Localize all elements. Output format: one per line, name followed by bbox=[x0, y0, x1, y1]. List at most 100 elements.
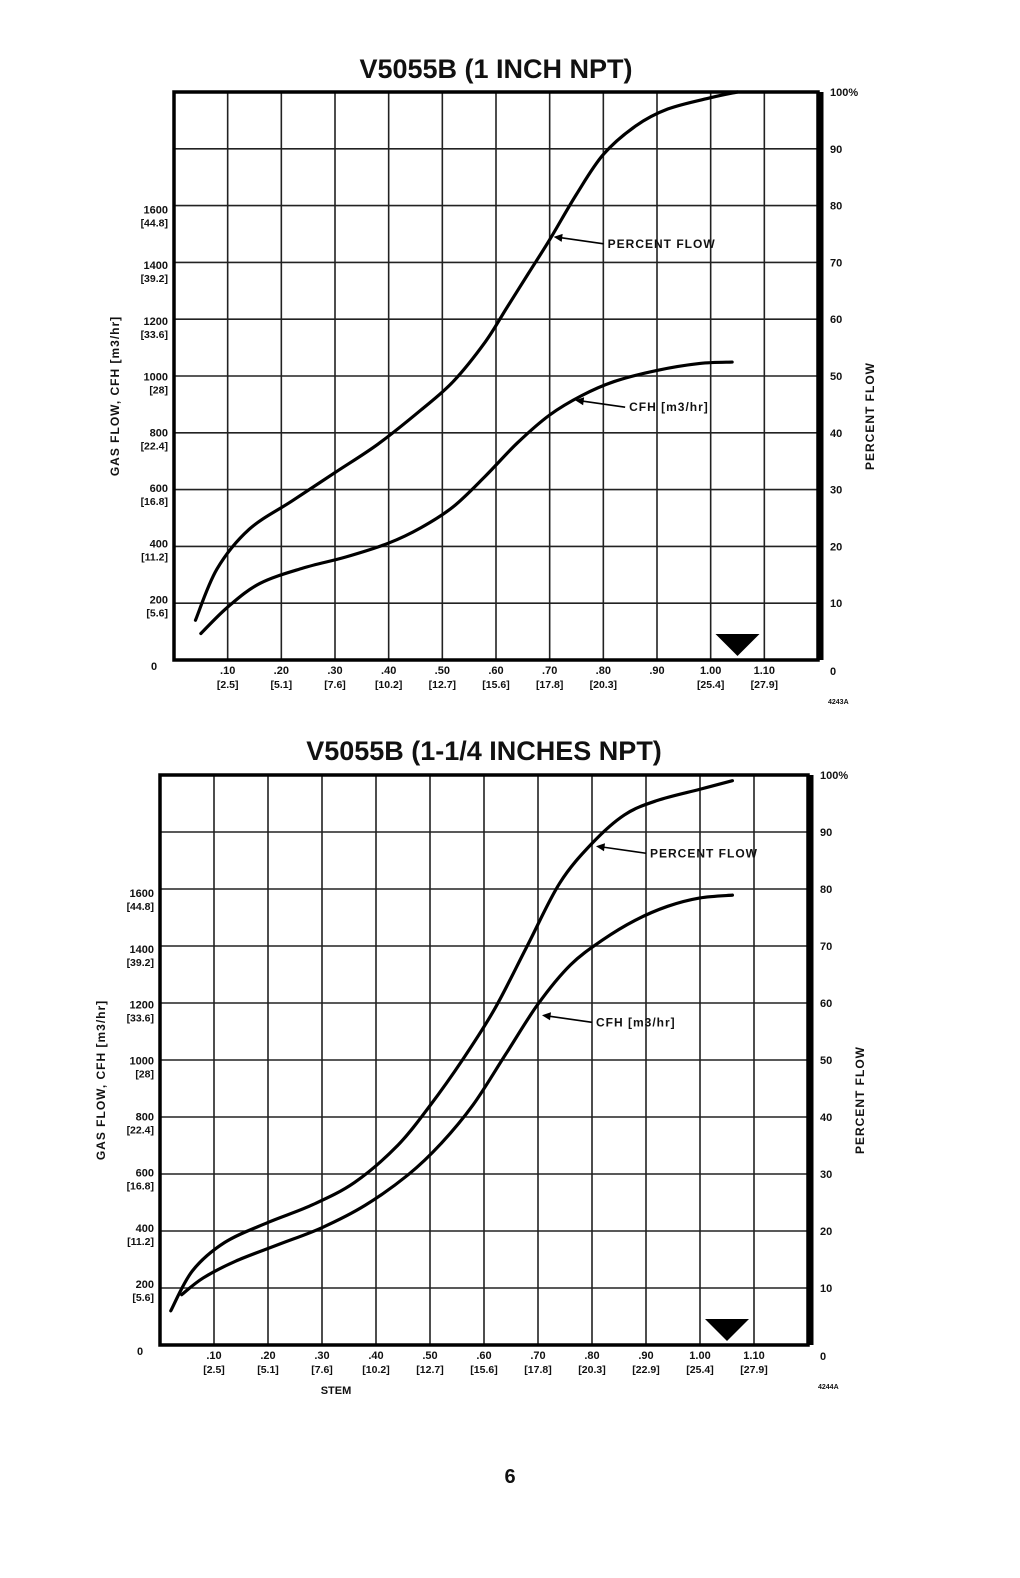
y-left-axis-title: GAS FLOW, CFH [m3/hr] bbox=[108, 316, 122, 476]
x-tick-metric-label: [7.6] bbox=[324, 679, 346, 691]
x-tick-metric-label: [17.8] bbox=[524, 1364, 551, 1376]
x-tick-label: 1.00 bbox=[700, 665, 721, 677]
y-right-tick-label: 90 bbox=[820, 827, 832, 839]
y-left-tick-metric-label: [16.8] bbox=[141, 496, 168, 508]
y-left-tick-label: 200 bbox=[150, 594, 168, 606]
y-right-tick-label: 60 bbox=[830, 314, 842, 326]
annotation-arrow-line bbox=[583, 400, 626, 409]
y-left-tick-metric-label: [44.8] bbox=[141, 218, 168, 230]
y-left-tick-metric-label: [39.2] bbox=[127, 957, 154, 969]
y-left-tick-label: 800 bbox=[150, 427, 168, 439]
x-tick-metric-label: [15.6] bbox=[482, 679, 509, 691]
y-right-tick-label: 90 bbox=[830, 144, 842, 156]
y-left-tick-metric-label: [11.2] bbox=[141, 552, 168, 564]
annotation-arrowhead bbox=[542, 1012, 551, 1021]
y-right-tick-label: 80 bbox=[820, 884, 832, 896]
plot-frame bbox=[172, 90, 820, 662]
y-left-tick-metric-label: [22.4] bbox=[127, 1124, 154, 1136]
y-left-tick-metric-label: [44.8] bbox=[127, 901, 154, 913]
y-right-tick-label: 80 bbox=[830, 201, 842, 213]
x-tick-metric-label: [15.6] bbox=[470, 1364, 497, 1376]
y-right-tick-label: 70 bbox=[820, 941, 832, 953]
x-tick-label: .30 bbox=[314, 1350, 329, 1362]
x-tick-metric-label: [17.8] bbox=[536, 679, 563, 691]
y-left-tick-metric-label: [28] bbox=[135, 1069, 154, 1081]
x-tick-metric-label: [25.4] bbox=[697, 679, 724, 691]
y-right-tick-label: 20 bbox=[820, 1226, 832, 1238]
y-left-tick-metric-label: [33.6] bbox=[127, 1013, 154, 1025]
chart-title: V5055B (1-1/4 INCHES NPT) bbox=[306, 736, 662, 766]
x-tick-label: 0 bbox=[137, 1346, 143, 1358]
y-left-tick-metric-label: [16.8] bbox=[127, 1180, 154, 1192]
x-tick-label: .60 bbox=[476, 1350, 491, 1362]
y-left-tick-label: 1000 bbox=[144, 372, 168, 384]
y-right-axis-title: PERCENT FLOW bbox=[853, 1046, 867, 1154]
x-tick-metric-label: [27.9] bbox=[751, 679, 778, 691]
x-tick-label: .60 bbox=[488, 665, 503, 677]
chart-2: V5055B (1-1/4 INCHES NPT) 0 .10 [2.5] .20 [5.… bbox=[94, 736, 867, 1397]
y-left-tick-label: 400 bbox=[136, 1223, 154, 1235]
y-right-tick-label: 50 bbox=[820, 1055, 832, 1067]
y-left-tick-label: 1000 bbox=[130, 1056, 154, 1068]
y-left-tick-label: 200 bbox=[136, 1279, 154, 1291]
series-line-cfh-m3-hr bbox=[199, 360, 734, 636]
y-right-tick-label: 30 bbox=[820, 1169, 832, 1181]
annotation-label: CFH [m3/hr] bbox=[629, 400, 709, 414]
chart-title: V5055B (1 INCH NPT) bbox=[359, 54, 632, 84]
annotation-arrow-line bbox=[549, 1015, 593, 1024]
x-tick-metric-label: [22.9] bbox=[632, 1364, 659, 1376]
y-right-tick-label: 20 bbox=[830, 541, 842, 553]
figure-code: 4244A bbox=[818, 1384, 839, 1391]
y-right-tick-label: 50 bbox=[830, 371, 842, 383]
y-right-axis-title: PERCENT FLOW bbox=[863, 362, 877, 470]
y-left-tick-label: 400 bbox=[150, 539, 168, 551]
y-right-tick-label: 60 bbox=[820, 998, 832, 1010]
x-tick-metric-label: [5.1] bbox=[257, 1364, 279, 1376]
y-right-tick-label: 40 bbox=[830, 428, 842, 440]
y-left-tick-metric-label: [33.6] bbox=[141, 329, 168, 341]
marker-arrow bbox=[715, 634, 760, 656]
y-left-tick-label: 600 bbox=[150, 483, 168, 495]
y-left-tick-metric-label: [22.4] bbox=[141, 440, 168, 452]
x-tick-metric-label: [27.9] bbox=[740, 1364, 767, 1376]
x-tick-metric-label: [10.2] bbox=[375, 679, 402, 691]
y-left-tick-label: 600 bbox=[136, 1167, 154, 1179]
x-tick-label: .30 bbox=[327, 665, 342, 677]
y-right-tick-label: 100% bbox=[820, 770, 848, 782]
annotation-arrow-line bbox=[603, 846, 647, 855]
page-number: 6 bbox=[504, 1466, 516, 1488]
x-axis-title: STEM bbox=[321, 1385, 352, 1397]
annotation-arrow-line bbox=[561, 237, 604, 245]
x-tick-metric-label: [20.3] bbox=[590, 679, 617, 691]
x-tick-label: .40 bbox=[381, 665, 396, 677]
y-left-tick-label: 1400 bbox=[130, 944, 154, 956]
annotation-arrowhead bbox=[553, 233, 563, 242]
y-left-tick-metric-label: [11.2] bbox=[127, 1236, 154, 1248]
x-tick-label: .90 bbox=[638, 1350, 653, 1362]
y-right-tick-label: 0 bbox=[830, 666, 836, 678]
x-tick-label: .50 bbox=[435, 665, 450, 677]
annotation-arrowhead bbox=[596, 843, 605, 852]
x-tick-label: .80 bbox=[596, 665, 611, 677]
y-left-tick-label: 800 bbox=[136, 1111, 154, 1123]
x-tick-metric-label: [2.5] bbox=[203, 1364, 225, 1376]
y-right-tick-label: 0 bbox=[820, 1351, 826, 1363]
annotation-label: CFH [m3/hr] bbox=[596, 1015, 676, 1029]
y-left-tick-label: 1600 bbox=[130, 888, 154, 900]
x-tick-label: .40 bbox=[368, 1350, 383, 1362]
x-tick-label: 0 bbox=[151, 661, 157, 673]
y-left-tick-label: 1600 bbox=[144, 205, 168, 217]
x-tick-metric-label: [25.4] bbox=[686, 1364, 713, 1376]
chart-canvas: V5055B (1 INCH NPT) 0 .10 [2.5] .20 [5.1] .30 [… bbox=[94, 54, 877, 1397]
y-right-tick-label: 10 bbox=[820, 1283, 832, 1295]
x-tick-label: .10 bbox=[220, 665, 235, 677]
y-right-tick-label: 10 bbox=[830, 598, 842, 610]
y-right-tick-label: 40 bbox=[820, 1112, 832, 1124]
x-tick-metric-label: [20.3] bbox=[578, 1364, 605, 1376]
x-tick-label: .70 bbox=[530, 1350, 545, 1362]
plot-frame bbox=[158, 773, 810, 1347]
y-left-tick-label: 1400 bbox=[144, 260, 168, 272]
x-tick-metric-label: [7.6] bbox=[311, 1364, 333, 1376]
x-tick-label: .10 bbox=[206, 1350, 221, 1362]
y-right-tick-label: 100% bbox=[830, 87, 858, 99]
